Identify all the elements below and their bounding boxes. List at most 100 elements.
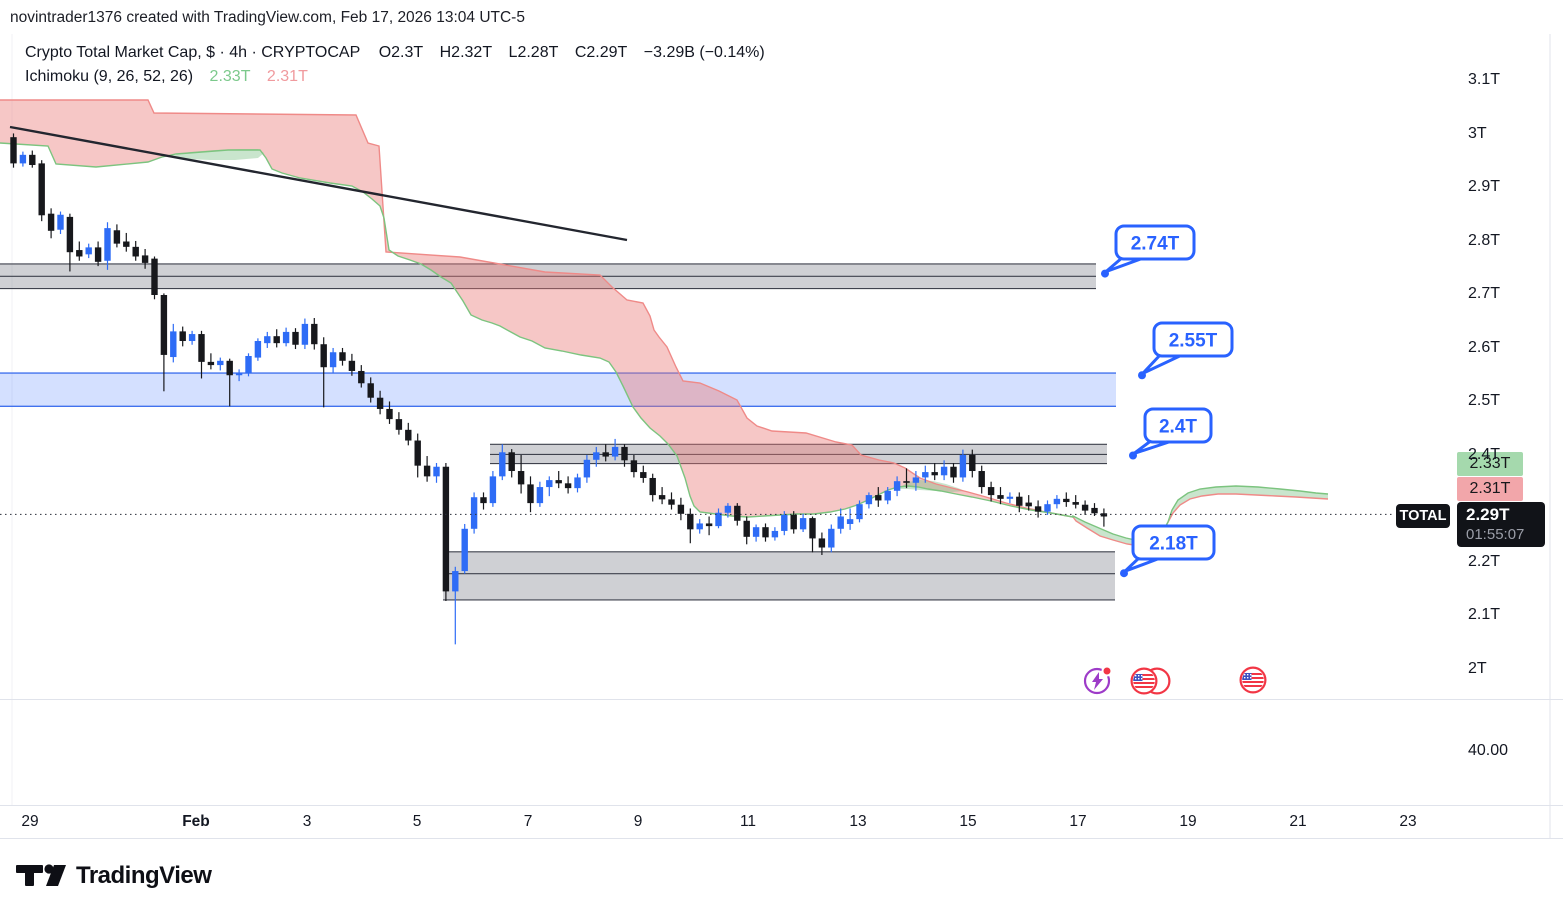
time-label-7: 7 xyxy=(523,813,533,830)
callout-anchor-dot[interactable] xyxy=(1129,451,1137,460)
candle xyxy=(1081,504,1089,511)
candle xyxy=(602,452,609,457)
candle xyxy=(846,519,854,524)
bar-countdown: 01:55:07 xyxy=(1466,526,1525,543)
candle xyxy=(113,230,121,244)
price-label-2.5T: 2.5T xyxy=(1468,392,1501,409)
candle xyxy=(311,323,318,345)
price-label-2.4T: 2.4T xyxy=(1468,445,1501,463)
ichimoku-green-sliver xyxy=(170,149,264,160)
candle xyxy=(818,538,826,548)
candle xyxy=(828,528,835,548)
candle xyxy=(414,440,421,466)
candle xyxy=(423,465,431,477)
candle xyxy=(865,495,873,505)
candle xyxy=(235,373,243,376)
callout-box[interactable] xyxy=(1152,321,1234,358)
candle xyxy=(997,495,1004,499)
candle xyxy=(696,523,703,530)
candle xyxy=(442,466,450,592)
senkou-span-b-line xyxy=(0,99,1329,547)
ohlc-close: C2.29T xyxy=(574,44,628,61)
pane-divider[interactable] xyxy=(0,699,1563,700)
zone-supply-2.55[interactable] xyxy=(0,373,1116,407)
candle xyxy=(790,514,797,530)
time-label-Feb: Feb xyxy=(182,813,210,830)
candle xyxy=(170,331,177,358)
candle xyxy=(536,487,544,504)
time-axis-bottom-border xyxy=(0,838,1563,839)
symbol-title: Crypto Total Market Cap, $ · 4h · CRYPTO… xyxy=(25,44,361,61)
ichimoku-red-cloud xyxy=(0,100,1073,517)
time-label-19: 19 xyxy=(1179,813,1197,830)
flash-event-icon[interactable] xyxy=(1083,665,1113,695)
candle xyxy=(987,487,995,496)
candle xyxy=(837,516,844,529)
candle xyxy=(687,513,694,530)
candle xyxy=(367,383,374,398)
ichimoku-axis-label-green: 2.33T xyxy=(1457,452,1523,476)
callout-box[interactable] xyxy=(1114,224,1196,261)
candle xyxy=(574,477,581,489)
candle xyxy=(329,352,337,368)
legend: Crypto Total Market Cap, $ · 4h · CRYPTO… xyxy=(25,44,765,86)
symbol-price-tag: TOTAL xyxy=(1396,504,1450,528)
price-label-2.1T: 2.1T xyxy=(1468,606,1501,623)
candle xyxy=(376,397,384,409)
candle xyxy=(621,446,628,461)
candle xyxy=(640,472,647,478)
us-economic-event-icon[interactable] xyxy=(1239,666,1267,694)
candle xyxy=(668,499,675,505)
candle xyxy=(1100,513,1108,517)
indicator-row[interactable]: Ichimoku (9, 26, 52, 26) 2.33T 2.31T xyxy=(25,68,765,86)
candle xyxy=(884,490,891,501)
symbol-title-row[interactable]: Crypto Total Market Cap, $ · 4h · CRYPTO… xyxy=(25,44,765,62)
price-callout-2.55T[interactable]: 2.55T xyxy=(1138,321,1234,380)
candle xyxy=(555,480,562,484)
price-callout-2.4T[interactable]: 2.4T xyxy=(1129,407,1213,460)
tradingview-logo[interactable]: TradingView xyxy=(16,862,212,890)
candle xyxy=(480,497,487,504)
callout-anchor-dot[interactable] xyxy=(1138,371,1146,380)
senkou-span-a-line xyxy=(0,142,1329,542)
candle xyxy=(217,360,224,366)
candle xyxy=(489,476,497,504)
callout-box[interactable] xyxy=(1131,524,1216,561)
candle xyxy=(348,360,356,371)
candle xyxy=(875,495,882,501)
callout-label: 2.74T xyxy=(1131,234,1180,255)
candle xyxy=(1044,504,1051,512)
candle xyxy=(715,512,722,527)
candle xyxy=(734,505,741,521)
candle xyxy=(922,472,929,478)
time-label-5: 5 xyxy=(412,813,422,830)
time-label-11: 11 xyxy=(739,813,757,830)
candle xyxy=(301,323,309,345)
time-scale[interactable]: 29 Feb 3 5 7 9 11 13 15 17 19 21 23 xyxy=(0,806,1563,838)
price-callout-2.74T[interactable]: 2.74T xyxy=(1101,224,1196,278)
candle xyxy=(546,480,553,488)
callout-box[interactable] xyxy=(1143,407,1213,444)
trendline-drawing[interactable] xyxy=(9,125,628,242)
price-scale[interactable] xyxy=(1456,34,1563,805)
time-label-23: 23 xyxy=(1399,813,1417,830)
candle xyxy=(1016,496,1023,506)
candle xyxy=(19,154,27,164)
price-callout-2.18T[interactable]: 2.18T xyxy=(1120,524,1216,578)
candle xyxy=(1053,498,1061,505)
candle xyxy=(245,355,252,374)
time-axis-top-border xyxy=(0,805,1563,806)
candle xyxy=(630,460,638,473)
candle xyxy=(677,504,685,514)
candle xyxy=(969,454,976,472)
candle xyxy=(94,247,102,262)
price-zones[interactable] xyxy=(0,263,1116,601)
time-label-13: 13 xyxy=(849,813,867,830)
candle xyxy=(358,370,365,384)
us-economic-event-icon[interactable] xyxy=(1130,667,1158,695)
callout-anchor-dot[interactable] xyxy=(1120,569,1128,578)
callout-anchor-dot[interactable] xyxy=(1101,269,1109,278)
zone-support-2.18[interactable] xyxy=(443,551,1115,600)
candle xyxy=(752,527,760,537)
